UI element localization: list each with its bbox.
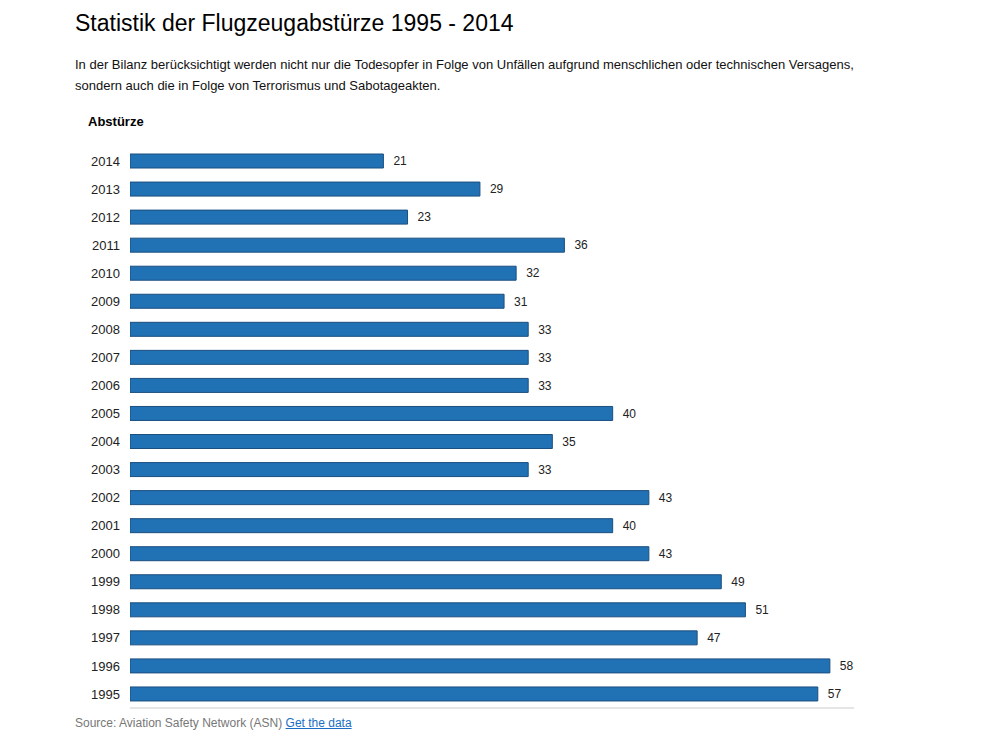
svg-text:2005: 2005 — [91, 406, 120, 421]
svg-text:2009: 2009 — [91, 294, 120, 309]
svg-text:43: 43 — [659, 547, 673, 561]
svg-text:57: 57 — [828, 687, 842, 701]
svg-text:2002: 2002 — [91, 490, 120, 505]
svg-text:2008: 2008 — [91, 322, 120, 337]
svg-text:2010: 2010 — [91, 266, 120, 281]
svg-text:2004: 2004 — [91, 434, 120, 449]
svg-text:1995: 1995 — [91, 687, 120, 702]
svg-text:2013: 2013 — [91, 182, 120, 197]
html-text:In der Bilanz berücksichtigt w: In der Bilanz berücksichtigt werden nich… — [75, 57, 854, 93]
html-text:Statistik der Flugzeugabstürze: Statistik der Flugzeugabstürze 1995 - 20… — [75, 10, 514, 36]
svg-text:1996: 1996 — [91, 659, 120, 674]
svg-text:1998: 1998 — [91, 602, 120, 617]
svg-text:33: 33 — [538, 379, 552, 393]
svg-text:43: 43 — [659, 491, 673, 505]
svg-text:31: 31 — [514, 295, 528, 309]
svg-text:1997: 1997 — [91, 630, 120, 645]
svg-text:2014: 2014 — [91, 154, 120, 169]
svg-text:2001: 2001 — [91, 518, 120, 533]
html-text:Abstürze: Abstürze — [88, 114, 144, 129]
svg-text:36: 36 — [574, 238, 588, 252]
svg-text:35: 35 — [562, 435, 576, 449]
svg-text:33: 33 — [538, 323, 552, 337]
svg-text:32: 32 — [526, 266, 540, 280]
svg-text:51: 51 — [755, 603, 769, 617]
html-text:Source: Aviation Safety Networ: Source: Aviation Safety Network (ASN) Ge… — [75, 716, 352, 730]
svg-text:2011: 2011 — [92, 238, 120, 253]
svg-text:2003: 2003 — [91, 462, 120, 477]
svg-text:40: 40 — [623, 407, 637, 421]
svg-text:47: 47 — [707, 631, 721, 645]
svg-text:2000: 2000 — [91, 546, 120, 561]
svg-text:2006: 2006 — [91, 378, 120, 393]
svg-text:1999: 1999 — [91, 574, 120, 589]
svg-text:58: 58 — [840, 659, 854, 673]
svg-text:33: 33 — [538, 463, 552, 477]
svg-text:33: 33 — [538, 351, 552, 365]
svg-text:49: 49 — [731, 575, 745, 589]
svg-text:23: 23 — [418, 210, 432, 224]
svg-text:29: 29 — [490, 182, 504, 196]
svg-text:40: 40 — [623, 519, 637, 533]
svg-text:2012: 2012 — [91, 210, 120, 225]
svg-text:21: 21 — [393, 154, 407, 168]
svg-text:2007: 2007 — [91, 350, 120, 365]
